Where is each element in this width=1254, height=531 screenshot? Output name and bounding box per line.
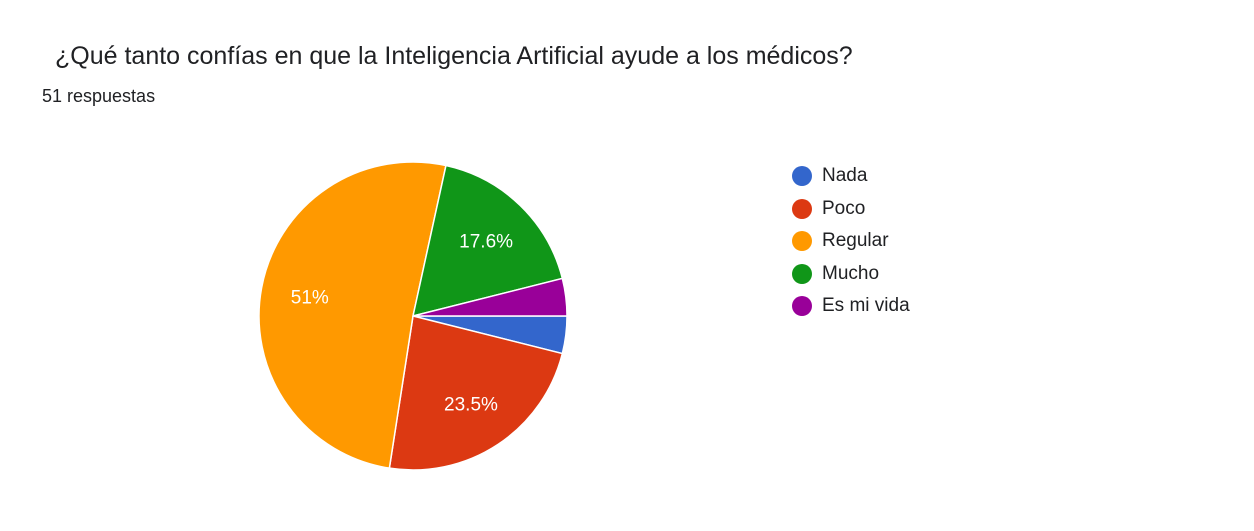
legend-item-mucho[interactable]: Mucho — [792, 258, 910, 291]
legend-label: Poco — [822, 197, 866, 219]
slice-label-regular: 51% — [291, 288, 329, 309]
legend-item-es-mi-vida[interactable]: Es mi vida — [792, 290, 910, 323]
legend-swatch — [792, 231, 812, 252]
chart-legend: Nada Poco Regular Mucho Es mi vida — [792, 160, 910, 323]
legend-swatch — [792, 166, 812, 187]
legend-item-nada[interactable]: Nada — [792, 160, 910, 193]
response-count: 51 respuestas — [42, 86, 156, 106]
legend-label: Nada — [822, 165, 868, 187]
chart-title: ¿Qué tanto confías en que la Inteligenci… — [55, 42, 853, 70]
pie-slice-mucho[interactable] — [412, 164, 564, 318]
legend-label: Mucho — [822, 262, 880, 284]
slice-label-poco: 23.5% — [444, 395, 498, 416]
slice-label-mucho: 17.6% — [459, 232, 513, 253]
legend-item-regular[interactable]: Regular — [792, 225, 910, 258]
legend-swatch — [792, 198, 812, 219]
legend-label: Es mi vida — [822, 295, 910, 317]
pie-slice-poco[interactable] — [388, 315, 564, 471]
legend-label: Regular — [822, 230, 889, 252]
legend-swatch — [792, 263, 812, 284]
pie-slice-es-mi-vida[interactable] — [412, 277, 568, 317]
legend-swatch — [792, 296, 812, 317]
legend-item-poco[interactable]: Poco — [792, 193, 910, 226]
pie-slice-regular[interactable] — [258, 161, 447, 470]
